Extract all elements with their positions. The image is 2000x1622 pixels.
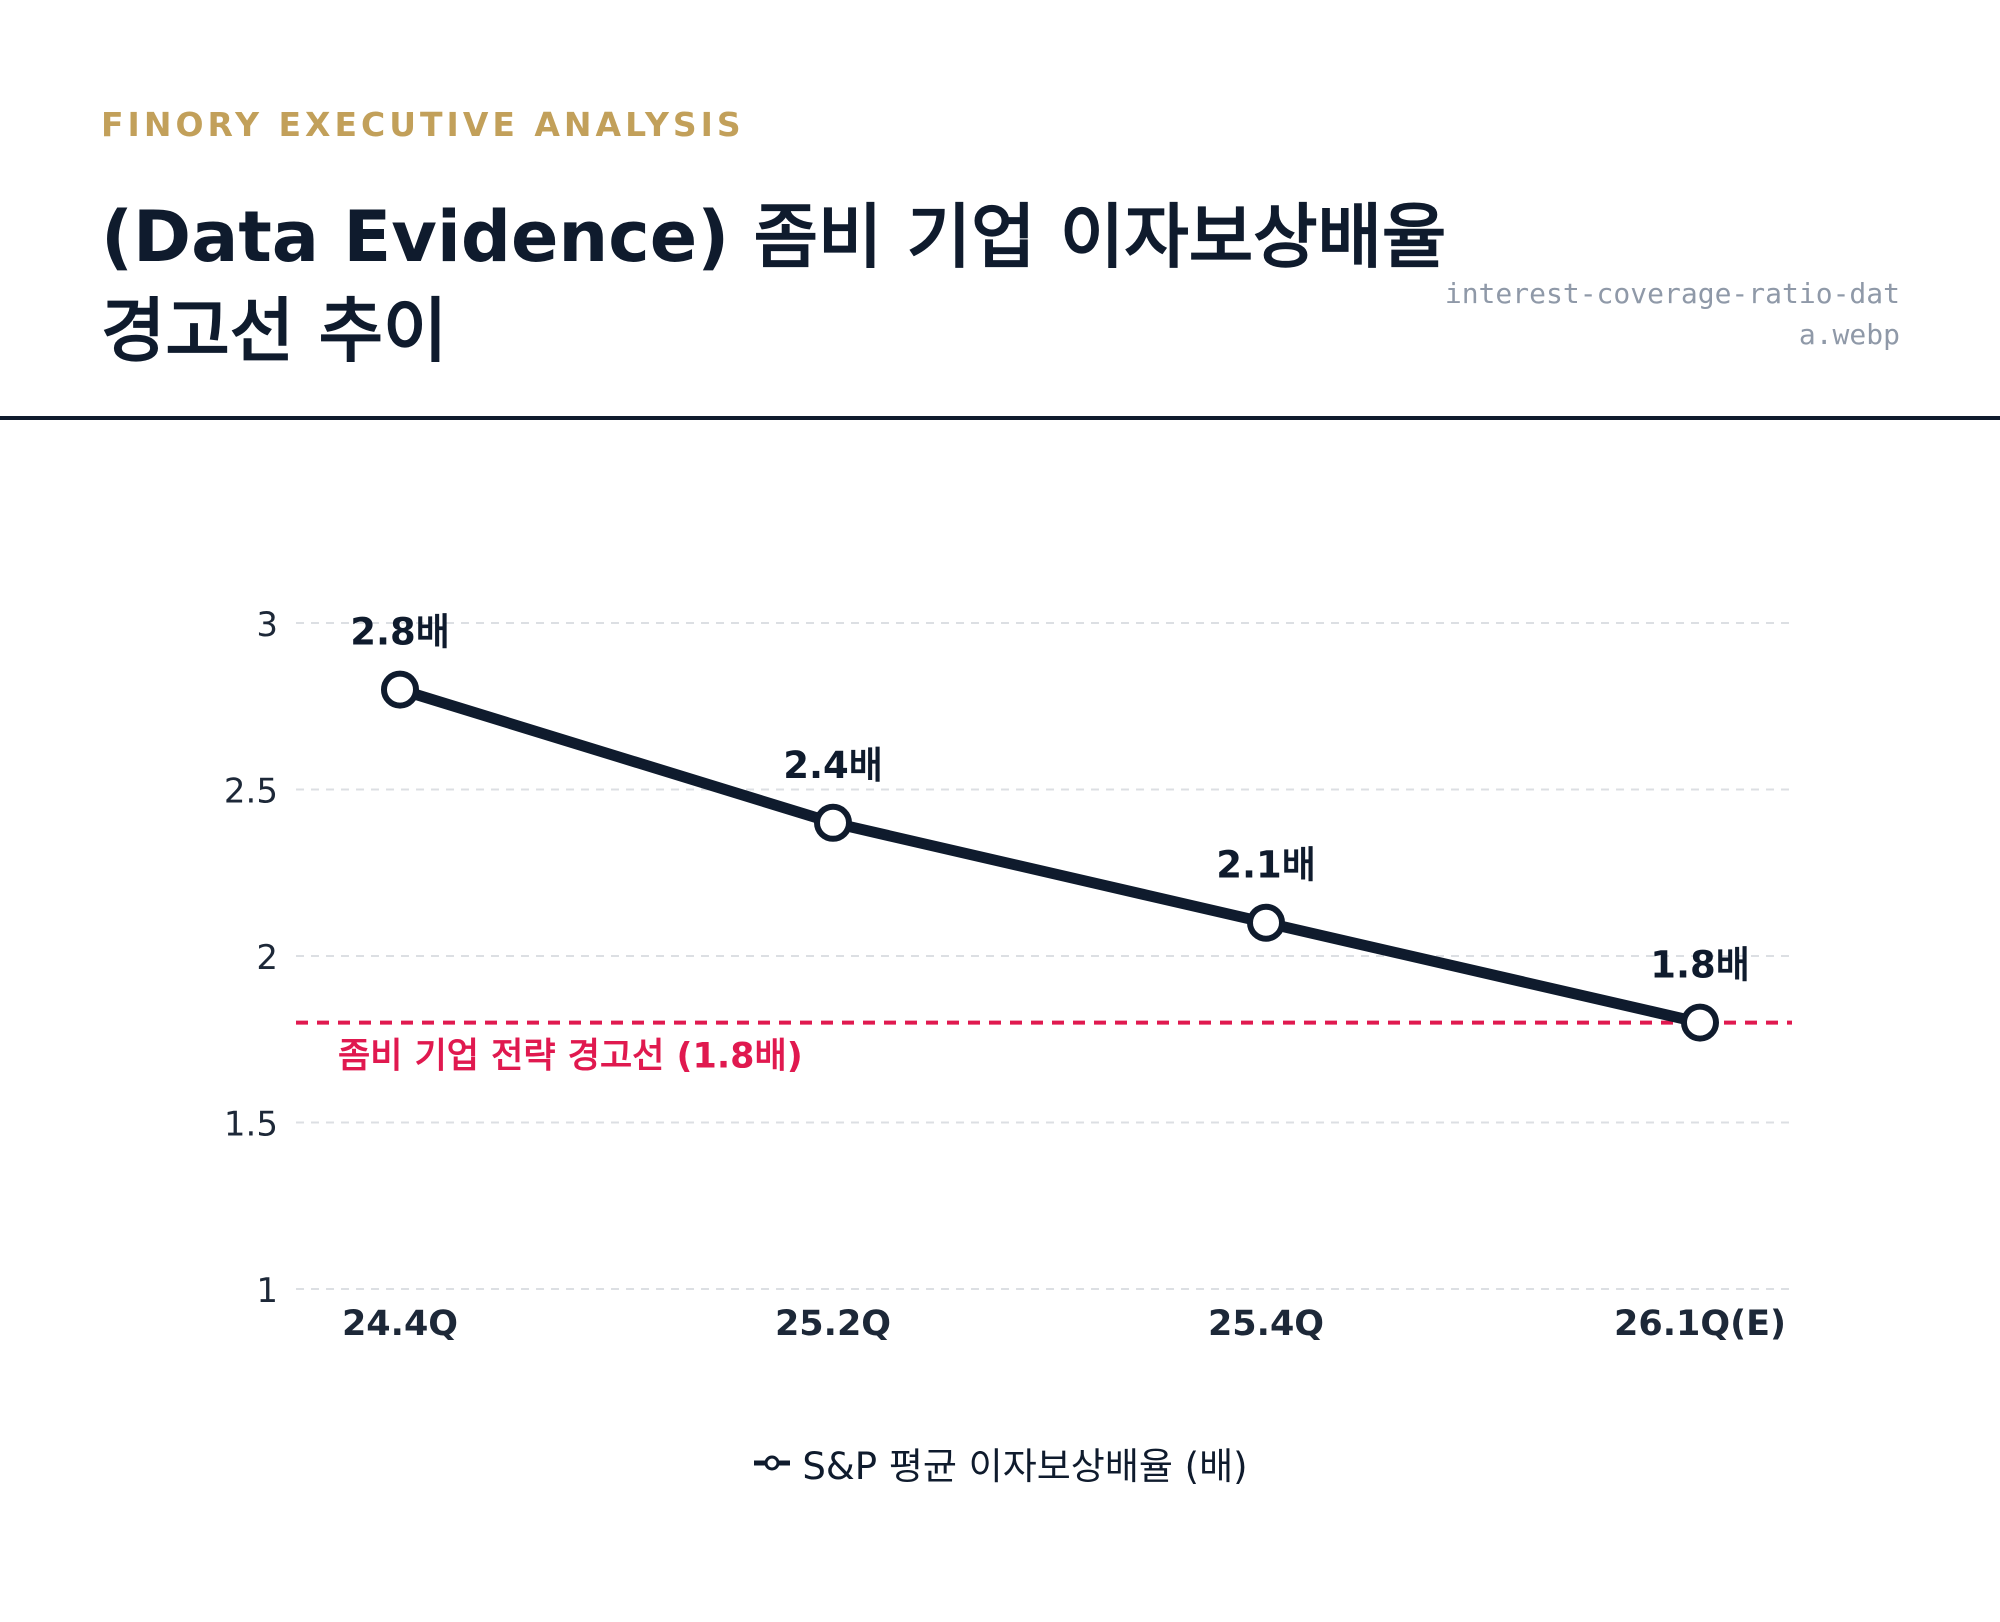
file-name-label: interest-coverage-ratio-data.webp bbox=[1444, 277, 1900, 351]
data-point bbox=[814, 803, 852, 842]
header-divider bbox=[0, 416, 2000, 420]
x-tick-label: 26.1Q(E) bbox=[1614, 1304, 1786, 1344]
data-label: 2.8배 bbox=[350, 611, 450, 654]
y-tick-label: 2.5 bbox=[224, 772, 278, 812]
warning-threshold-label: 좀비 기업 전략 경고선 (1.8배) bbox=[338, 1037, 803, 1077]
y-tick-label: 1.5 bbox=[224, 1105, 278, 1145]
legend-series-marker-icon bbox=[754, 1455, 791, 1471]
x-tick-label: 25.4Q bbox=[1208, 1304, 1324, 1344]
y-tick-label: 2 bbox=[256, 938, 278, 978]
data-point bbox=[1681, 1003, 1719, 1042]
y-tick-label: 3 bbox=[256, 605, 278, 645]
data-point bbox=[1247, 903, 1285, 942]
data-label: 2.4배 bbox=[783, 744, 883, 787]
data-label: 1.8배 bbox=[1650, 944, 1750, 987]
data-point bbox=[381, 670, 419, 709]
report-kicker: FINORY EXECUTIVE ANALYSIS bbox=[101, 105, 745, 144]
page-title: (Data Evidence) 좀비 기업 이자보상배율 경고선 추이 bbox=[101, 196, 1447, 372]
series-line bbox=[394, 684, 1706, 1029]
chart-legend: S&P 평균 이자보상배율 (배) bbox=[0, 1436, 2000, 1490]
y-tick-label: 1 bbox=[256, 1271, 278, 1311]
data-label: 2.1배 bbox=[1216, 844, 1316, 887]
legend-series-label: S&P 평균 이자보상배율 (배) bbox=[802, 1445, 1248, 1488]
x-tick-label: 25.2Q bbox=[775, 1304, 891, 1344]
x-tick-label: 24.4Q bbox=[342, 1304, 458, 1344]
